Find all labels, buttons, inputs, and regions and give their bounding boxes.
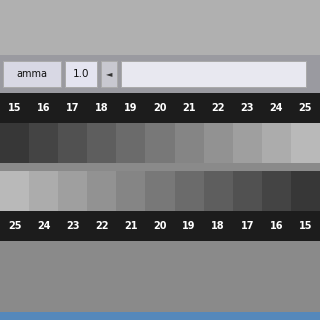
Text: 1.0: 1.0	[73, 69, 89, 79]
Text: 20: 20	[153, 221, 167, 231]
Bar	[116, 171, 146, 211]
Bar	[87, 171, 116, 211]
Bar	[87, 123, 116, 163]
Text: 19: 19	[124, 103, 138, 113]
Text: 19: 19	[182, 221, 196, 231]
Text: 17: 17	[66, 103, 79, 113]
Text: 22: 22	[95, 221, 108, 231]
Text: ◄: ◄	[106, 69, 112, 78]
Bar	[262, 123, 291, 163]
Bar	[204, 123, 233, 163]
Text: 15: 15	[299, 221, 312, 231]
Bar	[58, 123, 87, 163]
Bar	[29, 123, 58, 163]
Text: 21: 21	[182, 103, 196, 113]
Bar	[0, 55, 320, 93]
Bar	[291, 171, 320, 211]
Bar	[101, 61, 117, 87]
Bar	[58, 171, 87, 211]
Bar	[233, 123, 262, 163]
Bar	[0, 0, 320, 55]
Bar	[174, 171, 204, 211]
Text: 16: 16	[37, 103, 50, 113]
Text: 20: 20	[153, 103, 167, 113]
Text: 21: 21	[124, 221, 138, 231]
Bar	[0, 171, 29, 211]
Text: 25: 25	[299, 103, 312, 113]
Bar	[204, 171, 233, 211]
Bar	[174, 123, 204, 163]
Text: 18: 18	[212, 221, 225, 231]
Bar	[291, 123, 320, 163]
Bar	[29, 171, 58, 211]
Text: 23: 23	[66, 221, 79, 231]
Text: 15: 15	[8, 103, 21, 113]
Bar	[0, 123, 29, 163]
Bar	[262, 171, 291, 211]
Bar	[65, 61, 97, 87]
Text: 17: 17	[241, 221, 254, 231]
Bar	[0, 93, 320, 123]
Bar	[3, 61, 61, 87]
Bar	[146, 171, 174, 211]
Text: 23: 23	[241, 103, 254, 113]
Text: amma: amma	[17, 69, 47, 79]
Bar	[121, 61, 306, 87]
Text: 24: 24	[37, 221, 50, 231]
Bar	[0, 211, 320, 241]
Bar	[233, 171, 262, 211]
Bar	[0, 163, 320, 171]
Text: 25: 25	[8, 221, 21, 231]
Text: 22: 22	[212, 103, 225, 113]
Bar	[0, 241, 320, 312]
Text: 16: 16	[270, 221, 283, 231]
Bar	[116, 123, 146, 163]
Bar	[0, 312, 320, 320]
Text: 18: 18	[95, 103, 108, 113]
Text: 24: 24	[270, 103, 283, 113]
Bar	[146, 123, 174, 163]
